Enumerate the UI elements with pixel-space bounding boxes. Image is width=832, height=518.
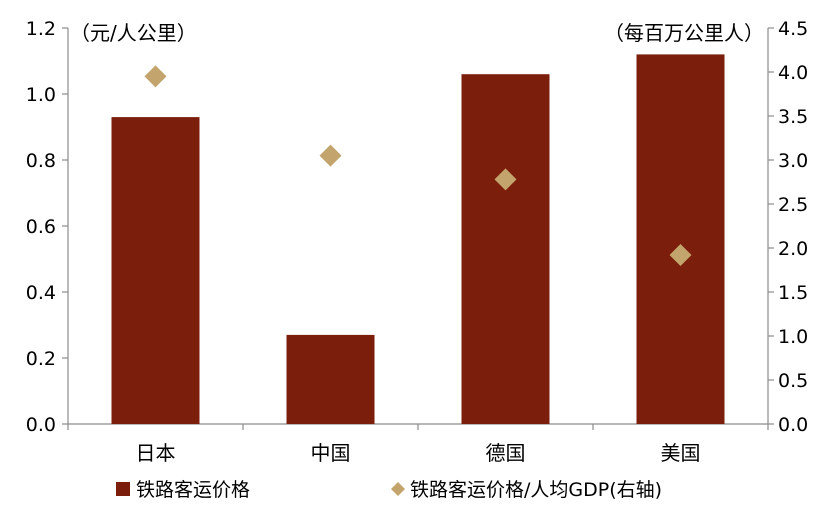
bars-layer xyxy=(111,54,725,425)
labels-layer: 0.0 0.2 0.4 0.6 0.8 1.0 1.2 0.0 0.5 1.0 1.5 2.0 2.5 3… xyxy=(26,18,808,465)
bar-1 xyxy=(111,117,200,424)
right-tick-label: 1.0 xyxy=(778,326,808,348)
left-tick-label: 0.8 xyxy=(26,150,56,172)
category-label: 中国 xyxy=(311,441,351,465)
bar-3 xyxy=(461,74,550,424)
legend-swatch-bar xyxy=(116,482,130,496)
right-tick-label: 2.0 xyxy=(778,238,808,260)
right-tick-label: 3.5 xyxy=(778,106,808,128)
right-tick-label: 4.0 xyxy=(778,62,808,84)
left-tick-label: 1.0 xyxy=(26,84,56,106)
legend-label-bar: 铁路客运价格 xyxy=(136,479,250,501)
category-label: 德国 xyxy=(486,441,526,465)
right-tick-label: 0.0 xyxy=(778,414,808,436)
right-tick-label: 0.5 xyxy=(778,370,808,392)
right-tick-label: 3.0 xyxy=(778,150,808,172)
right-axis-unit-label: （每百万公里人） xyxy=(604,21,764,45)
diamond-marker-1 xyxy=(144,65,167,88)
bar-2 xyxy=(286,334,375,424)
markers-layer xyxy=(144,65,692,267)
category-label: 美国 xyxy=(661,441,701,465)
right-tick-label: 1.5 xyxy=(778,282,808,304)
diamond-marker-3 xyxy=(494,168,517,191)
left-tick-label: 0.4 xyxy=(26,282,56,304)
diamond-marker-4 xyxy=(669,244,692,267)
left-tick-label: 0.6 xyxy=(26,216,56,238)
left-axis-unit-label: （元/人公里） xyxy=(70,21,197,45)
right-tick-label: 4.5 xyxy=(778,18,808,40)
right-tick-label: 2.5 xyxy=(778,194,808,216)
legend-label-diamond: 铁路客运价格/人均GDP(右轴) xyxy=(410,479,662,501)
left-tick-label: 0.2 xyxy=(26,348,56,370)
legend-swatch-diamond xyxy=(391,482,405,496)
category-label: 日本 xyxy=(136,441,176,465)
bar-4 xyxy=(636,54,725,425)
left-tick-label: 0.0 xyxy=(26,414,56,436)
legend: 铁路客运价格 铁路客运价格/人均GDP(右轴) xyxy=(116,479,662,501)
left-tick-label: 1.2 xyxy=(26,18,56,40)
diamond-marker-2 xyxy=(319,144,342,167)
